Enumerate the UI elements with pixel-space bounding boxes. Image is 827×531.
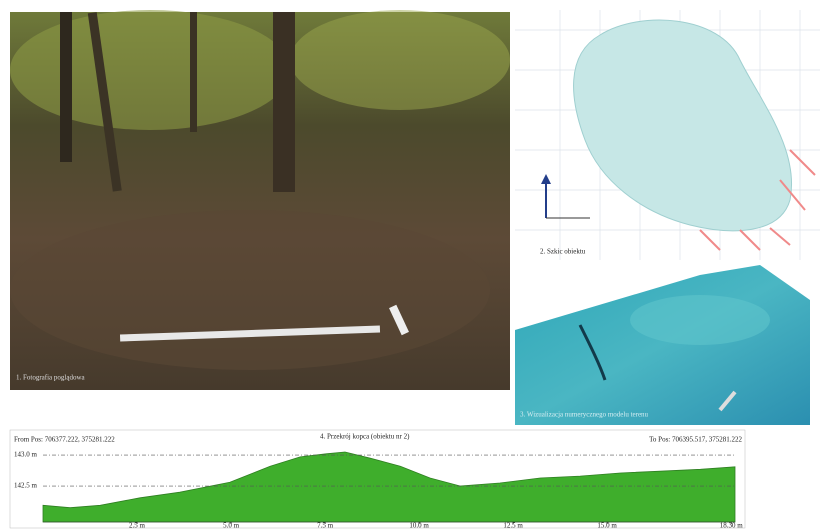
chart-title: 4. Przekrój kopca (obiektu nr 2) [320,433,410,441]
profile-area [42,451,736,523]
photo-caption: 1. Fotografia poglądowa [16,374,86,382]
to-label: To Pos: 706395.517, 375281.222 [649,436,742,444]
x-tick-label: 12.5 m [503,522,523,530]
x-tick-label: 5.0 m [223,522,240,530]
x-tick-label: 10.0 m [409,522,429,530]
profile-chart: 4. Przekrój kopca (obiektu nr 2) From Po… [9,429,746,530]
x-tick-label: 7.5 m [317,522,334,530]
sketch: 2. Szkic obiektu [515,10,820,260]
model-caption: 3. Wizualizacja numerycznego modelu tere… [520,411,649,419]
from-label: From Pos: 706377.222, 375281.222 [14,436,115,444]
x-tick-label: 15.0 m [597,522,617,530]
y-tick-label: 142.5 m [14,482,38,490]
sketch-caption: 2. Szkic obiektu [540,248,586,256]
x-tick-label: 18.30 m [720,522,744,530]
x-tick-label: 2.5 m [129,522,146,530]
terrain-model: 3. Wizualizacja numerycznego modelu tere… [515,265,810,425]
photo: 1. Fotografia poglądowa [10,10,510,390]
y-tick-label: 143.0 m [14,451,38,459]
